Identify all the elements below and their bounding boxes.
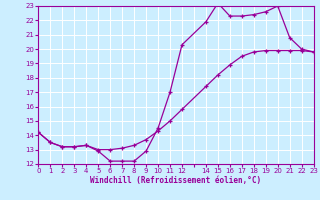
X-axis label: Windchill (Refroidissement éolien,°C): Windchill (Refroidissement éolien,°C) [91, 176, 261, 185]
